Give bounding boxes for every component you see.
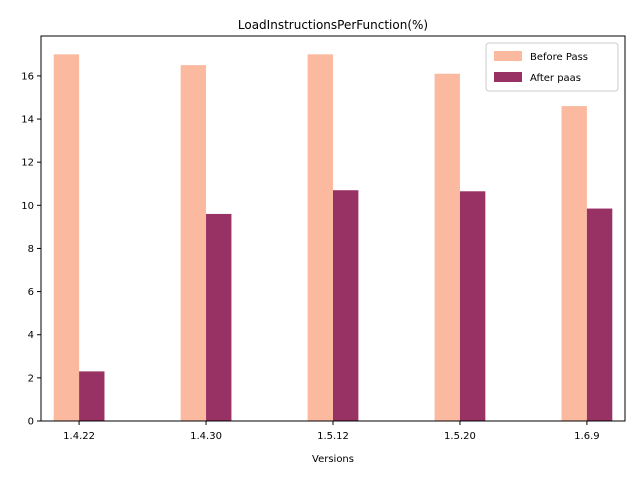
x-axis: 1.4.22 1.4.30 1.5.12 1.5.20 1.6.9 (63, 421, 600, 442)
bar-after-1.5.12 (333, 190, 359, 421)
y-tick-label: 4 (28, 330, 34, 341)
x-tick-label: 1.6.9 (574, 431, 599, 442)
y-tick-label: 12 (21, 158, 34, 169)
y-tick-label: 14 (21, 115, 34, 126)
bar-after-1.4.30 (206, 213, 232, 421)
legend-swatch-before (494, 51, 522, 61)
x-tick-label: 1.5.20 (444, 431, 476, 442)
legend-label-after: After paas (530, 73, 581, 84)
y-tick-label: 16 (21, 71, 34, 82)
x-tick-label: 1.4.30 (190, 431, 222, 442)
y-tick-label: 0 (28, 417, 34, 428)
x-axis-label: Versions (312, 454, 354, 465)
bars-group (53, 54, 613, 422)
y-tick-label: 10 (21, 201, 34, 212)
legend-swatch-after (494, 72, 522, 82)
bar-after-1.5.20 (459, 191, 486, 421)
x-tick-label: 1.4.22 (63, 431, 95, 442)
y-tick-label: 2 (28, 373, 34, 384)
bar-before-1.5.12 (307, 54, 333, 421)
y-axis: 0 2 4 6 8 10 12 14 16 (21, 71, 41, 428)
legend: Before Pass After paas (485, 42, 619, 92)
bar-before-1.5.20 (434, 73, 460, 421)
bar-before-1.4.22 (53, 54, 80, 421)
bar-after-1.6.9 (586, 208, 613, 421)
legend-label-before: Before Pass (530, 52, 588, 63)
bar-before-1.6.9 (561, 106, 587, 421)
x-tick-label: 1.5.12 (317, 431, 349, 442)
y-tick-label: 6 (28, 287, 34, 298)
plot-frame (40, 35, 626, 422)
y-tick-label: 8 (28, 244, 34, 255)
bar-after-1.4.22 (79, 371, 105, 421)
bar-before-1.4.30 (180, 65, 207, 422)
chart-title: LoadInstructionsPerFunction(%) (238, 18, 428, 32)
